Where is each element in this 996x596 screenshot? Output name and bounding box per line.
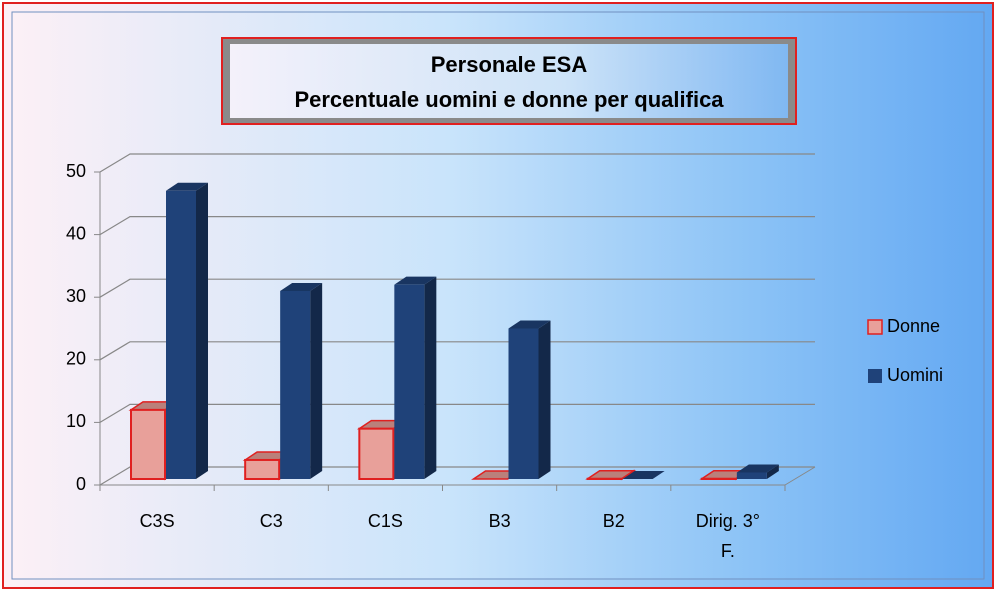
bar xyxy=(166,191,196,479)
bar xyxy=(394,285,424,479)
bar xyxy=(737,472,767,479)
bar-side xyxy=(196,183,208,479)
y-tick-label: 20 xyxy=(66,349,86,369)
legend-label: Donne xyxy=(887,316,940,336)
y-tick-label: 40 xyxy=(66,223,86,243)
legend-swatch xyxy=(868,320,882,334)
bar-side xyxy=(424,277,436,479)
x-tick-label: C3 xyxy=(260,511,283,531)
chart-subtitle: Percentuale uomini e donne per qualifica xyxy=(294,87,724,112)
bar xyxy=(245,460,279,479)
bar xyxy=(509,329,539,480)
bar-side xyxy=(310,283,322,479)
y-tick-label: 0 xyxy=(76,474,86,494)
y-tick-label: 10 xyxy=(66,411,86,431)
bar xyxy=(280,291,310,479)
bar xyxy=(131,410,165,479)
x-tick-label: B2 xyxy=(603,511,625,531)
bar-side xyxy=(539,321,551,480)
x-tick-label: C1S xyxy=(368,511,403,531)
y-tick-label: 50 xyxy=(66,161,86,181)
y-tick-label: 30 xyxy=(66,286,86,306)
legend-swatch xyxy=(868,369,882,383)
x-tick-label: C3S xyxy=(140,511,175,531)
chart-title: Personale ESA xyxy=(431,52,588,77)
legend-label: Uomini xyxy=(887,365,943,385)
bar xyxy=(359,429,393,479)
x-tick-label: B3 xyxy=(489,511,511,531)
